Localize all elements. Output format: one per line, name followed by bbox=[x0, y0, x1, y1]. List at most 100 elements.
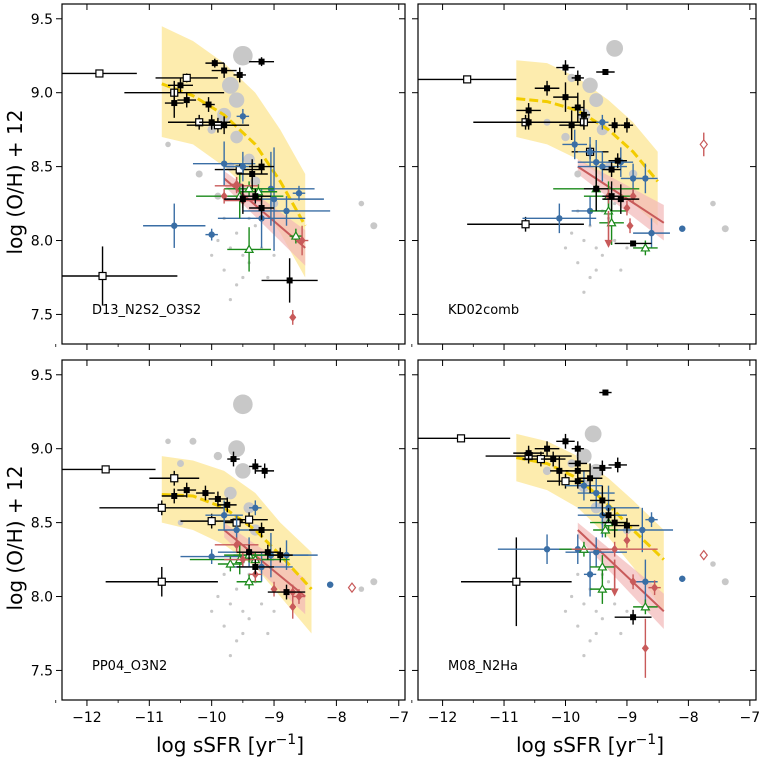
black-open-point bbox=[456, 434, 466, 443]
black-open-point bbox=[521, 220, 530, 229]
gray-small-point bbox=[266, 275, 270, 280]
gray-small-point bbox=[619, 631, 623, 636]
black-point bbox=[556, 467, 563, 474]
black-point bbox=[602, 69, 609, 75]
y-axis-label-bottom: log (O/H) + 12 bbox=[3, 466, 27, 611]
plot-area bbox=[62, 26, 378, 325]
green-point bbox=[244, 576, 255, 586]
black-point bbox=[574, 467, 581, 474]
black-point bbox=[562, 94, 569, 101]
panel-4: −12 −11 −10 −9 −8 −7 M08_N2Ha bbox=[411, 359, 760, 726]
gray-small-point bbox=[210, 253, 214, 257]
gray-small-point bbox=[613, 602, 617, 606]
black-open-point bbox=[170, 474, 179, 483]
gray-small-point bbox=[235, 639, 239, 643]
black-point bbox=[258, 527, 265, 533]
gray-small-point bbox=[228, 298, 232, 302]
black-open-point bbox=[95, 69, 104, 78]
black-point bbox=[574, 478, 581, 485]
red-point bbox=[298, 236, 306, 246]
blue-point bbox=[220, 160, 228, 167]
black-point bbox=[211, 60, 218, 67]
gray-small-point bbox=[241, 253, 245, 257]
black-point bbox=[623, 522, 630, 529]
gray-big-point bbox=[224, 486, 237, 500]
blue-point bbox=[586, 571, 594, 578]
gray-small-point bbox=[235, 587, 239, 591]
green-point bbox=[640, 242, 651, 252]
blue-point bbox=[648, 516, 655, 523]
black-point bbox=[258, 205, 265, 211]
black-point bbox=[221, 122, 228, 129]
black-point bbox=[574, 445, 581, 452]
blue-point bbox=[208, 553, 215, 560]
gray-big-point bbox=[721, 225, 729, 233]
red-point bbox=[651, 583, 659, 593]
y-tick-label: 9.0 bbox=[31, 442, 53, 458]
black-point bbox=[611, 519, 618, 526]
relation-curve bbox=[161, 82, 307, 227]
green-point bbox=[225, 558, 236, 568]
gray-small-point bbox=[272, 609, 276, 613]
gray-small-point bbox=[235, 283, 239, 287]
blue-point bbox=[171, 222, 178, 229]
black-point bbox=[224, 501, 231, 508]
fit-line bbox=[577, 529, 665, 613]
black-point bbox=[208, 119, 215, 126]
red-point bbox=[295, 592, 303, 602]
gray-small-point bbox=[222, 268, 226, 272]
gray-big-point bbox=[561, 132, 570, 142]
black-point bbox=[239, 196, 246, 203]
black-point bbox=[550, 456, 557, 463]
gray-big-point bbox=[165, 141, 171, 148]
gray-small-point bbox=[563, 246, 568, 250]
black-point bbox=[574, 104, 581, 111]
black-point bbox=[202, 490, 209, 497]
gray-small-point bbox=[594, 631, 598, 636]
blue-point bbox=[556, 215, 563, 222]
black-point bbox=[605, 512, 612, 519]
blue-point bbox=[648, 229, 655, 237]
gray-big-point bbox=[589, 93, 604, 108]
gray-small-point bbox=[625, 246, 629, 250]
gray-small-point bbox=[266, 631, 270, 636]
black-point bbox=[614, 157, 621, 164]
red-point bbox=[289, 312, 297, 322]
blue-point bbox=[326, 581, 334, 588]
black-point bbox=[587, 475, 594, 482]
blue-point bbox=[283, 207, 290, 215]
gray-big-point bbox=[542, 466, 552, 476]
gray-small-point bbox=[594, 268, 598, 272]
y-tick-label: 8.5 bbox=[31, 516, 53, 532]
upper-limit-arrow-head bbox=[610, 588, 619, 597]
x-axis-label-right: log sSFR [yr−1] bbox=[516, 732, 664, 757]
relation-band bbox=[516, 433, 664, 612]
gray-big-point bbox=[233, 394, 253, 415]
panel-3: −12 −11 −10 −9 −8 −7 7.5 8.0 8.5 9.0 9.5 PP04_O3N2 bbox=[31, 359, 409, 726]
gray-small-point bbox=[241, 631, 245, 636]
black-point bbox=[630, 614, 637, 621]
gray-big-point bbox=[582, 77, 598, 94]
panel-frame bbox=[61, 359, 406, 701]
black-open-point bbox=[207, 517, 216, 526]
black-open-point bbox=[101, 465, 110, 474]
blue-point bbox=[239, 163, 247, 170]
black-point bbox=[544, 85, 551, 92]
green-point bbox=[606, 217, 617, 227]
gray-small-point bbox=[253, 224, 257, 228]
black-point bbox=[171, 100, 178, 107]
blue-point bbox=[605, 504, 612, 512]
red-point bbox=[641, 643, 649, 653]
gray-small-point bbox=[247, 617, 251, 621]
blue-point bbox=[642, 578, 649, 585]
blue-point bbox=[239, 113, 247, 120]
panel-frame bbox=[417, 3, 757, 345]
gray-small-point bbox=[216, 594, 220, 599]
red-point bbox=[623, 203, 631, 213]
panel-frame bbox=[61, 3, 406, 345]
black-point bbox=[562, 438, 569, 445]
x-tick-label: −9 bbox=[617, 710, 638, 726]
blue-point bbox=[642, 175, 649, 182]
gray-small-point bbox=[570, 231, 574, 235]
green-point bbox=[640, 601, 651, 611]
